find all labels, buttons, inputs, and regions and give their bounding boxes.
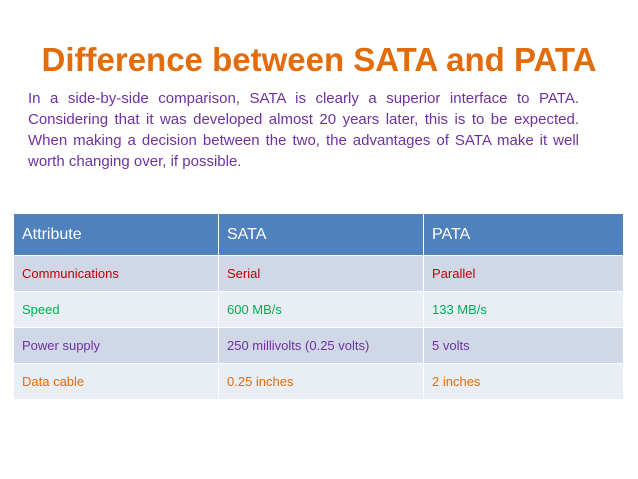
pata-cell: 133 MB/s xyxy=(423,291,623,328)
header-pata: PATA xyxy=(423,214,623,256)
table-row: Communications Serial Parallel xyxy=(14,255,623,292)
table-row: Speed 600 MB/s 133 MB/s xyxy=(14,291,623,328)
header-sata: SATA xyxy=(218,214,424,256)
table-row: Power supply 250 millivolts (0.25 volts)… xyxy=(14,327,623,364)
comparison-table: Attribute SATA PATA Communications Seria… xyxy=(14,214,623,400)
sata-cell: 600 MB/s xyxy=(218,291,424,328)
attribute-cell: Data cable xyxy=(14,363,219,400)
attribute-cell: Power supply xyxy=(14,327,219,364)
attribute-cell: Speed xyxy=(14,291,219,328)
pata-cell: 2 inches xyxy=(423,363,623,400)
table-header-row: Attribute SATA PATA xyxy=(14,214,623,256)
intro-paragraph: In a side-by-side comparison, SATA is cl… xyxy=(28,90,579,170)
table-row: Data cable 0.25 inches 2 inches xyxy=(14,363,623,400)
sata-cell: 0.25 inches xyxy=(218,363,424,400)
pata-cell: Parallel xyxy=(423,255,623,292)
slide-title: Difference between SATA and PATA xyxy=(41,41,597,78)
attribute-cell: Communications xyxy=(14,255,219,292)
header-attribute: Attribute xyxy=(14,214,219,256)
sata-cell: 250 millivolts (0.25 volts) xyxy=(218,327,424,364)
pata-cell: 5 volts xyxy=(423,327,623,364)
sata-cell: Serial xyxy=(218,255,424,292)
